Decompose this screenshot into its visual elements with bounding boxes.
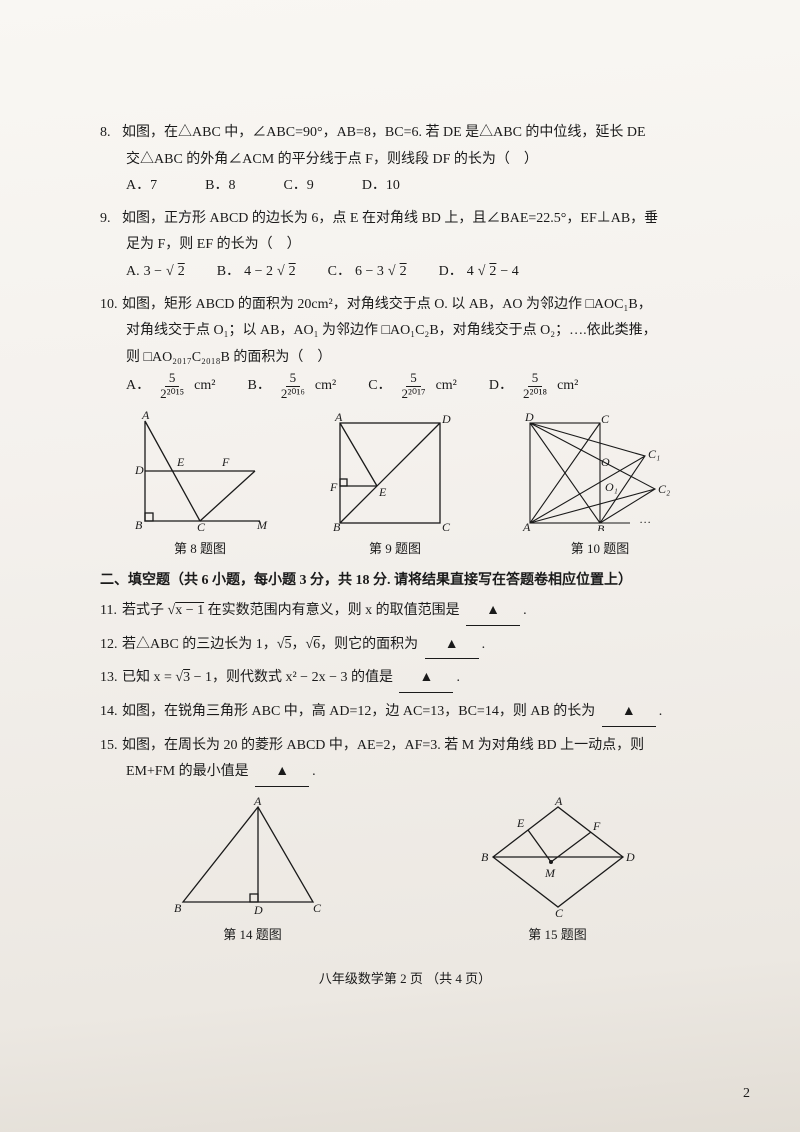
- q11-blank: ▲: [466, 598, 520, 626]
- svg-text:F: F: [221, 455, 230, 469]
- svg-text:B: B: [135, 518, 143, 531]
- svg-text:D: D: [253, 903, 263, 917]
- svg-text:C: C: [601, 412, 610, 426]
- q10-opt-b: B． 52²⁰¹⁶ cm²: [247, 371, 336, 401]
- svg-text:C₂: C₂: [658, 482, 670, 496]
- question-15: 15.如图，在周长为 20 的菱形 ABCD 中，AE=2，AF=3. 若 M …: [100, 733, 710, 787]
- q10-options: A． 52²⁰¹⁵ cm² B． 52²⁰¹⁶ cm² C． 52²⁰¹⁷ cm…: [100, 371, 710, 401]
- svg-text:O₁: O₁: [605, 480, 618, 494]
- question-10: 10.如图，矩形 ABCD 的面积为 20cm²，对角线交于点 O. 以 AB，…: [100, 292, 710, 401]
- question-13: 13.已知 x = √3 − 1，则代数式 x² − 2x − 3 的值是 ▲.: [100, 665, 710, 693]
- svg-text:C: C: [442, 520, 451, 531]
- question-9: 9.如图，正方形 ABCD 的边长为 6，点 E 在对角线 BD 上，且∠BAE…: [100, 206, 710, 286]
- figure-8-caption: 第 8 题图: [174, 537, 226, 562]
- svg-text:B: B: [174, 901, 182, 915]
- q9-line1: 如图，正方形 ABCD 的边长为 6，点 E 在对角线 BD 上，且∠BAE=2…: [122, 211, 658, 226]
- q8-options: A．7 B．8 C．9 D．10: [100, 173, 710, 200]
- q13-blank: ▲: [399, 665, 453, 693]
- q15-number: 15.: [100, 733, 122, 760]
- svg-text:D: D: [625, 850, 635, 864]
- question-14: 14.如图，在锐角三角形 ABC 中，高 AD=12，边 AC=13，BC=14…: [100, 699, 710, 727]
- svg-text:M: M: [256, 518, 268, 531]
- q15-line2: EM+FM 的最小值是 ▲.: [100, 759, 710, 787]
- section-2-heading: 二、填空题（共 6 小题，每小题 3 分，共 18 分. 请将结果直接写在答题卷…: [100, 568, 710, 595]
- q10-line3: 则 □AO₂₀₁₇C₂₀₁₈B 的面积为（ ）: [100, 345, 710, 372]
- svg-text:B: B: [333, 520, 341, 531]
- q8-line2: 交△ABC 的外角∠ACM 的平分线于点 F，则线段 DF 的长为（ ）: [100, 147, 710, 174]
- q14-number: 14.: [100, 699, 122, 726]
- q13-number: 13.: [100, 665, 122, 692]
- svg-text:D: D: [441, 412, 451, 426]
- svg-text:A: A: [253, 797, 262, 808]
- exam-page: 8.如图，在△ABC 中，∠ABC=90°，AB=8，BC=6. 若 DE 是△…: [0, 0, 800, 1132]
- figure-14: A B D C 第 14 题图: [168, 797, 338, 948]
- q11-number: 11.: [100, 598, 122, 625]
- figure-row-2: A B D C 第 14 题图 A: [100, 797, 710, 948]
- q10-number: 10.: [100, 292, 122, 319]
- svg-text:B: B: [481, 850, 489, 864]
- question-8: 8.如图，在△ABC 中，∠ABC=90°，AB=8，BC=6. 若 DE 是△…: [100, 120, 710, 200]
- q12-blank: ▲: [425, 632, 479, 660]
- q14-blank: ▲: [602, 699, 656, 727]
- page-footer: 八年级数学第 2 页 （共 4 页）: [100, 967, 710, 992]
- svg-text:E: E: [516, 816, 525, 830]
- svg-text:M: M: [544, 866, 556, 880]
- figure-14-caption: 第 14 题图: [223, 923, 282, 948]
- figure-10: D C A B O O₁ C₁ C₂ … 第 10 题图: [515, 411, 685, 562]
- svg-text:B: B: [597, 522, 605, 531]
- svg-text:E: E: [176, 455, 185, 469]
- svg-text:A: A: [141, 411, 150, 422]
- q10-line1: 如图，矩形 ABCD 的面积为 20cm²，对角线交于点 O. 以 AB，AO …: [122, 297, 652, 312]
- question-12: 12.若△ABC 的三边长为 1，√5，√6，则它的面积为 ▲.: [100, 632, 710, 660]
- q8-number: 8.: [100, 120, 122, 147]
- q9-number: 9.: [100, 206, 122, 233]
- figure-9-caption: 第 9 题图: [369, 537, 421, 562]
- q8-line1: 如图，在△ABC 中，∠ABC=90°，AB=8，BC=6. 若 DE 是△AB…: [122, 125, 646, 140]
- question-11: 11.若式子 √x − 1 在实数范围内有意义，则 x 的取值范围是 ▲.: [100, 598, 710, 626]
- q12-number: 12.: [100, 632, 122, 659]
- q8-opt-a: A．7: [126, 173, 157, 200]
- figure-8: A D E F B C M 第 8 题图: [125, 411, 275, 562]
- figure-15: A E F B D M C 第 15 题图: [473, 797, 643, 948]
- svg-text:E: E: [378, 485, 387, 499]
- q10-opt-c: C． 52²⁰¹⁷ cm²: [368, 371, 457, 401]
- svg-text:A: A: [554, 797, 563, 808]
- svg-text:C: C: [555, 906, 564, 917]
- figure-9: A D F E B C 第 9 题图: [325, 411, 465, 562]
- svg-text:F: F: [329, 480, 338, 494]
- q15-blank: ▲: [255, 759, 309, 787]
- q15-line1: 如图，在周长为 20 的菱形 ABCD 中，AE=2，AF=3. 若 M 为对角…: [122, 738, 644, 753]
- q9-opt-c: C． 6 − 3√2: [328, 259, 407, 286]
- figure-row-1: A D E F B C M 第 8 题图: [100, 411, 710, 562]
- figure-9-svg: A D F E B C: [325, 411, 465, 531]
- svg-text:C₁: C₁: [648, 447, 660, 461]
- svg-text:A: A: [522, 520, 531, 531]
- figure-15-svg: A E F B D M C: [473, 797, 643, 917]
- q10-opt-d: D． 52²⁰¹⁸ cm²: [489, 371, 578, 401]
- page-number: 2: [743, 1081, 750, 1108]
- svg-text:D: D: [524, 411, 534, 424]
- q9-opt-b: B． 4 − 2√2: [217, 259, 296, 286]
- figure-10-caption: 第 10 题图: [571, 537, 630, 562]
- figure-14-svg: A B D C: [168, 797, 338, 917]
- svg-text:D: D: [134, 463, 144, 477]
- figure-8-svg: A D E F B C M: [125, 411, 275, 531]
- q9-line2: 足为 F，则 EF 的长为（ ）: [100, 232, 710, 259]
- svg-text:F: F: [592, 819, 601, 833]
- q8-opt-b: B．8: [205, 173, 235, 200]
- q9-opt-d: D． 4√2 − 4: [439, 259, 519, 286]
- q8-opt-c: C．9: [283, 173, 313, 200]
- q10-opt-a: A． 52²⁰¹⁵ cm²: [126, 371, 215, 401]
- q9-opt-a: A. 3 − √2: [126, 259, 185, 286]
- svg-text:C: C: [197, 520, 206, 531]
- figure-10-svg: D C A B O O₁ C₁ C₂ …: [515, 411, 685, 531]
- svg-text:O: O: [601, 455, 610, 469]
- svg-text:A: A: [334, 411, 343, 424]
- svg-text:…: …: [640, 512, 651, 526]
- figure-15-caption: 第 15 题图: [528, 923, 587, 948]
- q9-options: A. 3 − √2 B． 4 − 2√2 C． 6 − 3√2 D． 4√2 −…: [100, 259, 710, 286]
- svg-text:C: C: [313, 901, 322, 915]
- q10-line2: 对角线交于点 O₁；以 AB，AO₁ 为邻边作 □AO₁C₂B，对角线交于点 O…: [100, 318, 710, 345]
- q8-opt-d: D．10: [362, 173, 400, 200]
